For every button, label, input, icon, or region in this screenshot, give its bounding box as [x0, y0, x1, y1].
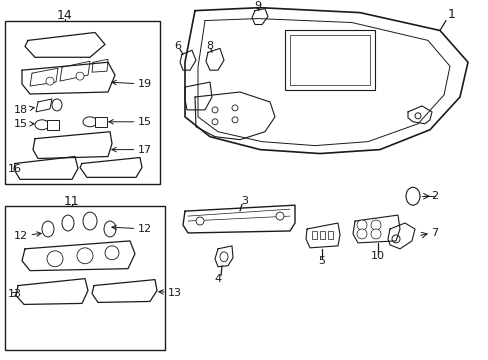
Polygon shape	[387, 223, 414, 249]
Polygon shape	[352, 215, 399, 243]
Polygon shape	[60, 61, 90, 81]
Polygon shape	[22, 62, 115, 94]
Polygon shape	[33, 132, 112, 158]
Polygon shape	[183, 205, 294, 233]
Polygon shape	[30, 68, 58, 86]
Ellipse shape	[104, 221, 116, 237]
Ellipse shape	[391, 235, 399, 243]
Polygon shape	[36, 99, 52, 112]
Text: 3: 3	[241, 196, 248, 206]
Text: 2: 2	[430, 191, 438, 201]
Ellipse shape	[77, 248, 93, 264]
Polygon shape	[14, 157, 78, 179]
Polygon shape	[305, 223, 339, 248]
Ellipse shape	[62, 215, 74, 231]
Ellipse shape	[52, 99, 62, 111]
Bar	[319, 231, 325, 239]
Text: 4: 4	[214, 274, 221, 284]
Polygon shape	[22, 241, 135, 271]
Polygon shape	[184, 8, 467, 154]
Ellipse shape	[275, 212, 284, 220]
Polygon shape	[16, 279, 88, 305]
Text: 6: 6	[174, 41, 181, 51]
Ellipse shape	[231, 105, 238, 111]
Ellipse shape	[356, 229, 366, 239]
Text: 13: 13	[8, 288, 22, 298]
Text: 18: 18	[14, 105, 34, 115]
Text: 9: 9	[254, 1, 261, 11]
Ellipse shape	[212, 107, 218, 113]
Text: 8: 8	[206, 41, 213, 51]
Text: 16: 16	[8, 165, 22, 175]
Text: 5: 5	[318, 256, 325, 266]
Text: 1: 1	[447, 8, 455, 21]
Ellipse shape	[46, 77, 54, 85]
Ellipse shape	[83, 212, 97, 230]
Bar	[311, 231, 316, 239]
Ellipse shape	[35, 120, 49, 130]
Bar	[5, 21, 160, 184]
Text: 12: 12	[14, 231, 41, 241]
Ellipse shape	[42, 221, 54, 237]
Bar	[95, 117, 107, 127]
Bar	[327, 231, 332, 239]
Ellipse shape	[370, 229, 380, 239]
Polygon shape	[92, 280, 157, 302]
Ellipse shape	[220, 252, 227, 262]
Bar	[285, 31, 374, 90]
Ellipse shape	[414, 113, 420, 119]
Text: 13: 13	[159, 288, 182, 297]
Text: 15: 15	[14, 119, 34, 129]
Polygon shape	[25, 32, 105, 57]
Bar	[289, 35, 369, 85]
Ellipse shape	[105, 246, 119, 260]
Ellipse shape	[370, 220, 380, 230]
Ellipse shape	[47, 251, 63, 267]
Text: 12: 12	[112, 224, 152, 234]
Ellipse shape	[231, 117, 238, 123]
Ellipse shape	[212, 119, 218, 125]
Ellipse shape	[405, 187, 419, 205]
Bar	[47, 120, 59, 130]
Bar	[5, 206, 164, 350]
Polygon shape	[80, 158, 142, 177]
Text: 11: 11	[64, 195, 80, 208]
Polygon shape	[92, 59, 108, 72]
Ellipse shape	[356, 220, 366, 230]
Polygon shape	[205, 48, 224, 70]
Text: 14: 14	[57, 9, 73, 22]
Polygon shape	[180, 50, 196, 70]
Ellipse shape	[196, 217, 203, 225]
Text: 15: 15	[109, 117, 152, 127]
Text: 10: 10	[370, 251, 384, 261]
Ellipse shape	[83, 117, 97, 127]
Polygon shape	[407, 106, 431, 124]
Text: 7: 7	[430, 228, 438, 238]
Polygon shape	[251, 9, 267, 24]
Polygon shape	[215, 246, 232, 267]
Text: 17: 17	[112, 145, 152, 154]
Ellipse shape	[76, 72, 84, 80]
Text: 19: 19	[112, 79, 152, 89]
